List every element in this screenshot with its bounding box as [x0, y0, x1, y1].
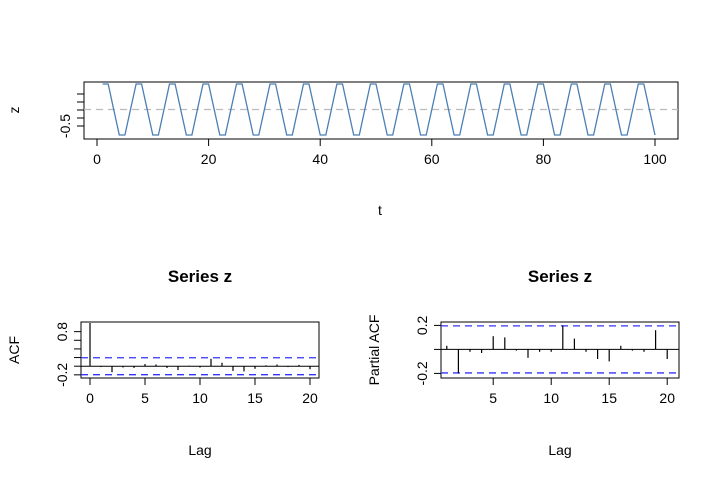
pacf-title: Series z: [528, 267, 592, 286]
time-series-x-axis-label: t: [378, 202, 382, 218]
pacf-x-tick-label: 20: [659, 390, 675, 406]
pacf-bars: [446, 325, 668, 374]
acf-x-tick-label: 5: [141, 390, 149, 406]
time-series-panel: 0 20 40 60 80 100 -0.5 t z: [6, 81, 679, 218]
acf-x-axis-label: Lag: [188, 442, 211, 458]
acf-y-tick-label: -0.2: [54, 363, 70, 387]
acf-x-tick-label: 15: [247, 390, 263, 406]
time-series-x-tick-label: 0: [93, 151, 101, 167]
acf-panel: Series z 0 5 10 15 20 -0.2 0.8 Lag ACF: [6, 267, 320, 458]
pacf-y-ticks: -0.2 0.2: [414, 315, 441, 385]
time-series-x-tick-label: 60: [424, 151, 440, 167]
time-series-x-tick-label: 80: [536, 151, 552, 167]
pacf-y-axis-label: Partial ACF: [366, 315, 382, 386]
acf-title: Series z: [168, 267, 232, 286]
acf-x-tick-label: 0: [86, 390, 94, 406]
acf-plot-frame: [80, 321, 320, 379]
pacf-x-tick-label: 15: [601, 390, 617, 406]
acf-y-tick-label: 0.8: [54, 322, 70, 342]
pacf-x-axis-label: Lag: [548, 442, 571, 458]
acf-y-axis-label: ACF: [6, 336, 22, 364]
time-series-plot-frame: [83, 81, 679, 140]
pacf-x-tick-label: 10: [543, 390, 559, 406]
pacf-panel: Series z 5 10 15 20 -0.2 0.2 Lag Partial ACF: [366, 267, 680, 458]
time-series-x-tick-label: 40: [312, 151, 328, 167]
pacf-y-tick-label: 0.2: [414, 315, 430, 335]
pacf-x-ticks: 5 10 15 20: [489, 378, 675, 406]
time-series-x-tick-label: 100: [643, 151, 667, 167]
acf-y-ticks: -0.2 0.8: [54, 322, 81, 387]
time-series-y-axis-label: z: [6, 107, 22, 114]
series-z-line: [102, 83, 656, 136]
time-series-y-ticks: -0.5: [57, 93, 84, 138]
pacf-y-tick-label: -0.2: [414, 361, 430, 385]
acf-bars: [89, 323, 311, 373]
pacf-x-tick-label: 5: [489, 390, 497, 406]
time-series-x-ticks: 0 20 40 60 80 100: [93, 139, 667, 167]
acf-x-ticks: 0 5 10 15 20: [86, 378, 318, 406]
acf-x-tick-label: 20: [302, 390, 318, 406]
acf-x-tick-label: 10: [192, 390, 208, 406]
time-series-x-tick-label: 20: [201, 151, 217, 167]
pacf-plot-frame: [440, 321, 680, 379]
time-series-y-tick-label: -0.5: [57, 114, 73, 138]
